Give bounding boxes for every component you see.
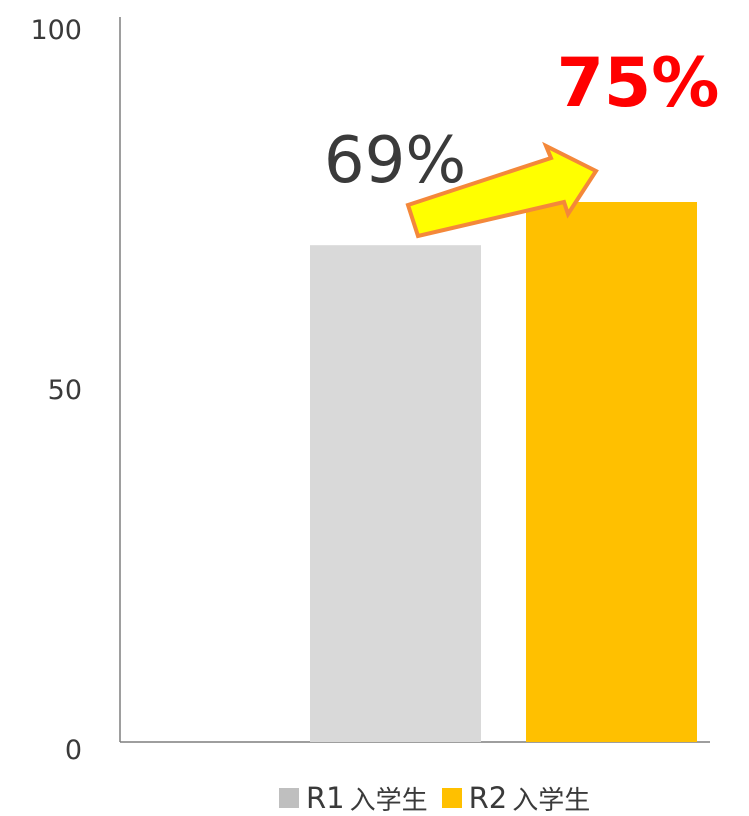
- bar-r1: [310, 245, 481, 742]
- legend: R1 入学生 R2 入学生: [279, 778, 604, 816]
- legend-suffix-r2: 入学生: [512, 785, 591, 816]
- bar-r2: [526, 202, 697, 742]
- legend-suffix-r1: 入学生: [349, 785, 428, 816]
- legend-code-r1: R1: [306, 781, 345, 815]
- y-tick-label-100: 100: [30, 15, 82, 46]
- y-tick-label-50: 50: [48, 375, 82, 406]
- legend-swatch-r2: [441, 788, 462, 808]
- y-tick-label-0: 0: [65, 735, 82, 766]
- legend-code-r2: R2: [468, 781, 508, 815]
- data-label-r2: 75%: [557, 44, 720, 123]
- legend-item-r2: R2 入学生: [441, 780, 591, 816]
- legend-item-r1: R1 入学生: [279, 780, 428, 816]
- data-label-r1: 69%: [324, 124, 466, 198]
- trend-arrow-icon: [405, 141, 599, 239]
- legend-swatch-r1: [279, 788, 299, 808]
